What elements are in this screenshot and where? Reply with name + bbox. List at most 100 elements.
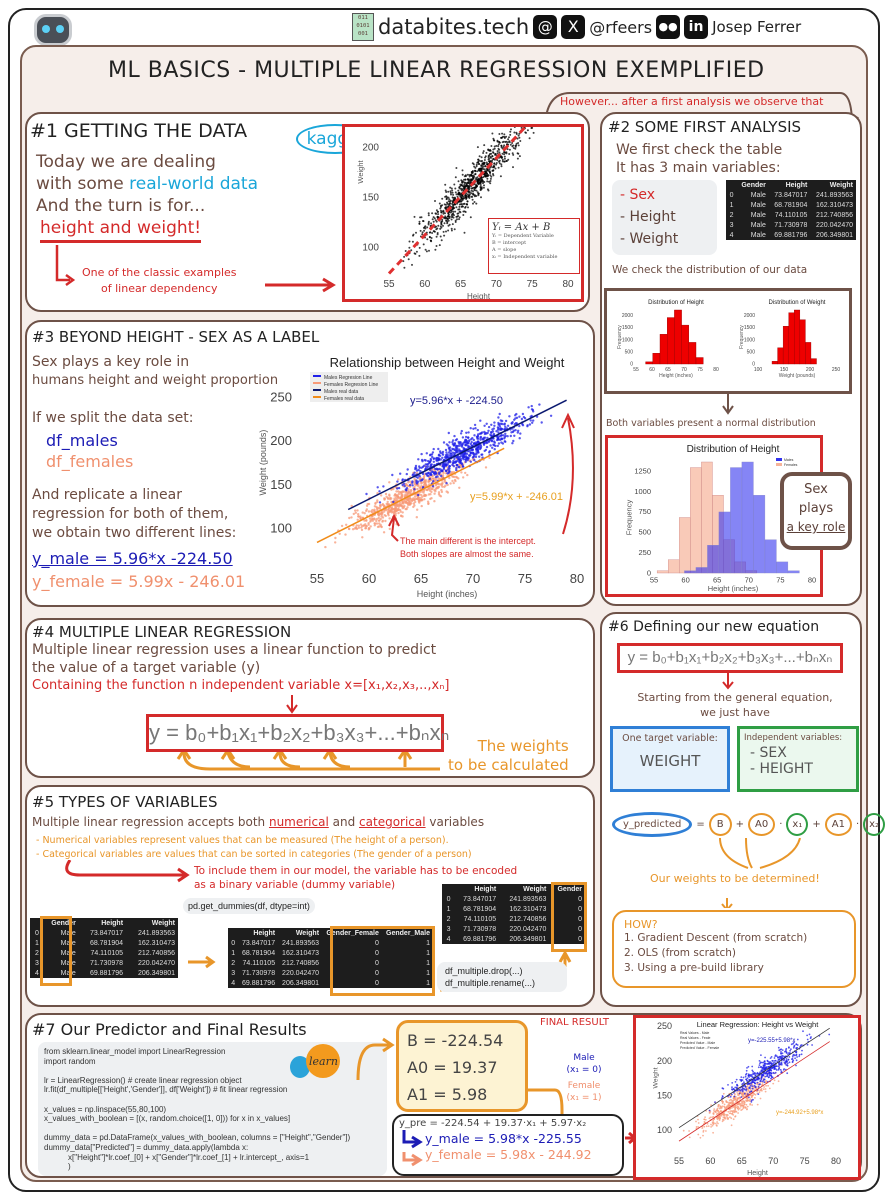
male-point xyxy=(453,434,456,438)
female-point xyxy=(745,1090,748,1093)
scatter-point xyxy=(447,190,450,193)
var-weight: - Weight xyxy=(620,231,679,247)
female-point xyxy=(385,495,388,498)
male-point xyxy=(477,451,480,454)
table-cell: 212.740856 xyxy=(138,949,175,957)
scatter-point xyxy=(528,137,531,140)
column-header: Weight xyxy=(523,885,547,893)
encode-line2: as a binary variable (dummy variable) xyxy=(194,879,396,891)
scatter-point xyxy=(453,183,456,186)
coef-a0: A0 = 19.37 xyxy=(407,1058,498,1077)
plus-sign: + xyxy=(735,819,745,830)
x-tick-label: 80 xyxy=(808,576,816,585)
sex-note-line3: a key role xyxy=(786,520,846,534)
scatter-point xyxy=(461,173,464,176)
scatter-point xyxy=(478,159,481,162)
numerical-highlight: numerical xyxy=(268,815,329,829)
male-point xyxy=(485,445,489,449)
x-tick-label: 55 xyxy=(383,279,395,290)
female-point xyxy=(420,504,423,508)
table-cell: 2 xyxy=(446,915,451,923)
female-prediction-line xyxy=(678,1041,830,1142)
y-tick-label: 1000 xyxy=(744,337,755,343)
column-header: Weight xyxy=(295,929,320,937)
table-cell: 0 xyxy=(374,939,379,947)
female-point xyxy=(722,1116,725,1119)
female-point xyxy=(732,1097,735,1099)
scatter-point xyxy=(467,195,470,198)
scatter-point xyxy=(458,193,461,196)
threads-icon[interactable]: @ xyxy=(533,15,558,39)
male-point xyxy=(392,500,395,504)
male-point xyxy=(490,439,493,442)
scatter-point xyxy=(491,166,494,169)
female-point xyxy=(737,1107,739,1110)
female-point xyxy=(735,1110,738,1113)
scatter-point xyxy=(426,238,429,241)
female-point xyxy=(448,476,451,480)
scatter-point xyxy=(451,189,454,192)
s2-down-arrow-icon xyxy=(722,394,734,415)
scatter-point xyxy=(513,131,516,134)
handle[interactable]: @rfeers xyxy=(589,17,653,37)
term-a1: A1 xyxy=(824,813,852,836)
male-point xyxy=(492,432,496,436)
female-point xyxy=(430,490,433,494)
female-point xyxy=(365,508,368,511)
female-point xyxy=(772,1082,775,1085)
male-point xyxy=(455,467,458,470)
female-point xyxy=(359,515,362,518)
male-point xyxy=(763,1060,766,1063)
male-point xyxy=(499,419,502,422)
male-point xyxy=(771,1063,774,1065)
linkedin-icon[interactable]: in xyxy=(684,15,709,39)
brand-name[interactable]: databites.tech xyxy=(378,15,530,39)
author-name: Josep Ferrer xyxy=(712,18,802,36)
scatter-point xyxy=(512,147,515,149)
table-cell: 74.110105 xyxy=(90,949,124,957)
x-icon[interactable]: X xyxy=(561,15,586,39)
scatter-point xyxy=(506,141,509,144)
scatter-point xyxy=(411,263,413,266)
female-point xyxy=(743,1103,746,1106)
medium-icon[interactable]: ●● xyxy=(656,15,681,39)
male-point xyxy=(461,436,465,439)
scatter-point xyxy=(440,221,443,224)
scatter-point xyxy=(447,213,450,216)
scatter-point xyxy=(464,206,467,209)
female-point xyxy=(397,507,400,510)
male-point xyxy=(751,1080,754,1083)
male-point xyxy=(439,468,442,471)
female-point xyxy=(426,488,429,492)
female-point xyxy=(730,1110,733,1112)
female-point xyxy=(719,1107,722,1110)
table-cell: 0 xyxy=(374,949,379,957)
term-x2: x₂ xyxy=(863,813,886,836)
female-point xyxy=(429,486,432,489)
male-point xyxy=(458,441,462,444)
section-sex-label xyxy=(25,320,595,607)
scatter-point xyxy=(452,210,455,213)
table-cell: 1 xyxy=(446,905,451,913)
table-cell: 74.110105 xyxy=(463,915,497,923)
male-point xyxy=(396,487,399,490)
male-point xyxy=(420,466,423,469)
table-cell: Male xyxy=(750,191,766,199)
table-cell: 1 xyxy=(35,939,39,947)
male-point xyxy=(535,415,539,418)
male-point xyxy=(469,460,472,463)
female-point xyxy=(413,477,416,481)
male-point xyxy=(767,1063,769,1065)
female-point xyxy=(357,526,361,529)
female-point xyxy=(736,1091,738,1093)
male-point xyxy=(452,448,455,451)
column-header: Gender_Male xyxy=(386,929,430,937)
scatter-point xyxy=(427,222,430,225)
male-point xyxy=(767,1066,769,1068)
male-point xyxy=(755,1073,757,1075)
scatter-point xyxy=(480,187,483,190)
male-point xyxy=(788,1046,790,1048)
male-point xyxy=(752,1072,755,1075)
formula-legend-item: B = intercept xyxy=(492,240,527,246)
male-point xyxy=(795,1059,798,1062)
